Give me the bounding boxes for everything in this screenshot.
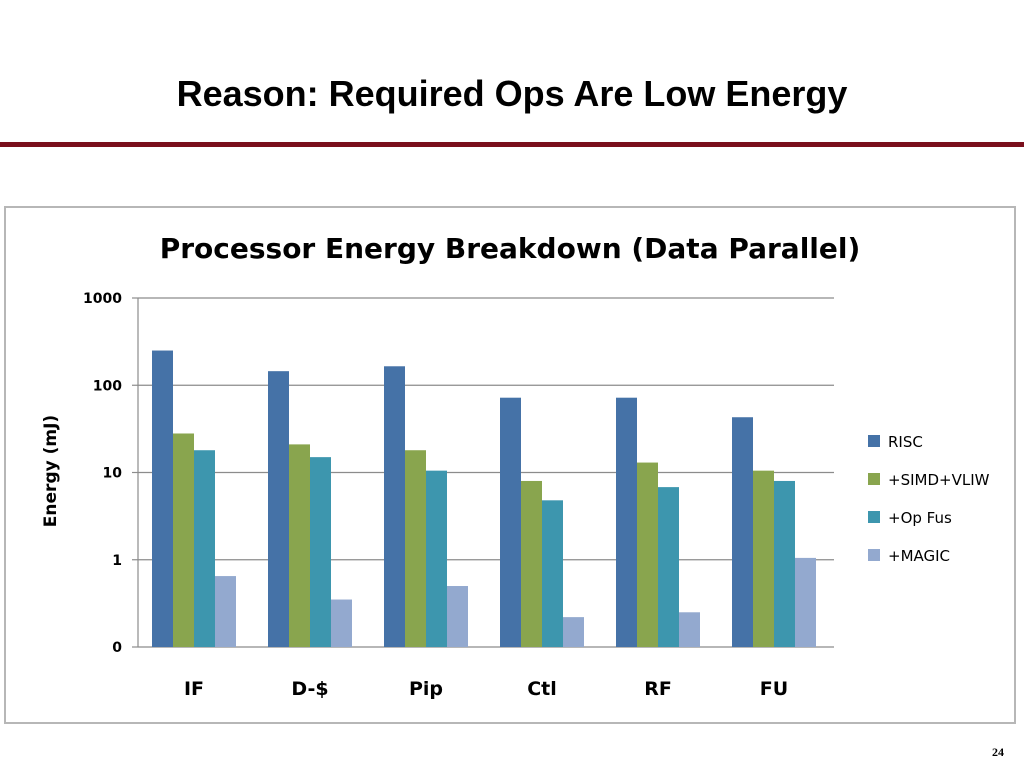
chart-title: Processor Energy Breakdown (Data Paralle…	[160, 232, 861, 265]
y-tick-label: 100	[93, 378, 122, 394]
y-axis-label: Energy (mJ)	[41, 415, 61, 527]
bar	[331, 599, 352, 647]
legend-label: RISC	[888, 433, 923, 451]
title-rule	[0, 142, 1024, 147]
bar	[289, 444, 310, 647]
legend-swatch	[868, 473, 880, 485]
bar	[152, 350, 173, 647]
bars	[152, 350, 816, 647]
bar	[426, 470, 447, 647]
y-tick-label: 0	[112, 640, 122, 656]
x-category-label: D-$	[291, 678, 328, 700]
x-category-label: IF	[184, 678, 204, 700]
legend-label: +MAGIC	[888, 547, 950, 565]
bar	[521, 480, 542, 647]
energy-bar-chart: Processor Energy Breakdown (Data Paralle…	[41, 232, 990, 700]
chart-frame: Processor Energy Breakdown (Data Paralle…	[4, 206, 1016, 724]
bar	[753, 470, 774, 647]
bar	[405, 450, 426, 647]
bar	[310, 457, 331, 647]
legend-label: +Op Fus	[888, 509, 952, 527]
bar	[679, 612, 700, 647]
bar	[268, 371, 289, 647]
bar	[215, 576, 236, 647]
slide-title: Reason: Required Ops Are Low Energy	[176, 73, 848, 114]
bar	[173, 433, 194, 647]
bar	[774, 480, 795, 647]
x-category-label: RF	[644, 678, 672, 700]
y-tick-label: 1000	[83, 291, 122, 307]
x-axis-categories: IF D-$ Pip Ctl RF FU	[184, 678, 788, 700]
bar	[637, 462, 658, 647]
legend-swatch	[868, 549, 880, 561]
y-tick-label: 1	[112, 553, 122, 569]
gridlines	[132, 297, 834, 648]
bar	[194, 450, 215, 647]
x-category-label: FU	[760, 678, 788, 700]
bar	[447, 586, 468, 647]
bar	[616, 397, 637, 647]
legend: RISC +SIMD+VLIW +Op Fus +MAGIC	[868, 433, 990, 565]
bar	[732, 417, 753, 647]
legend-swatch	[868, 435, 880, 447]
bar	[542, 500, 563, 647]
bar	[795, 557, 816, 647]
page-number: 24	[992, 745, 1004, 759]
x-category-label: Ctl	[527, 678, 557, 700]
legend-swatch	[868, 511, 880, 523]
bar	[563, 617, 584, 647]
x-category-label: Pip	[409, 678, 443, 700]
y-tick-label: 10	[103, 466, 123, 482]
bar	[384, 366, 405, 647]
legend-label: +SIMD+VLIW	[888, 471, 990, 489]
bar	[658, 487, 679, 647]
bar	[500, 397, 521, 647]
